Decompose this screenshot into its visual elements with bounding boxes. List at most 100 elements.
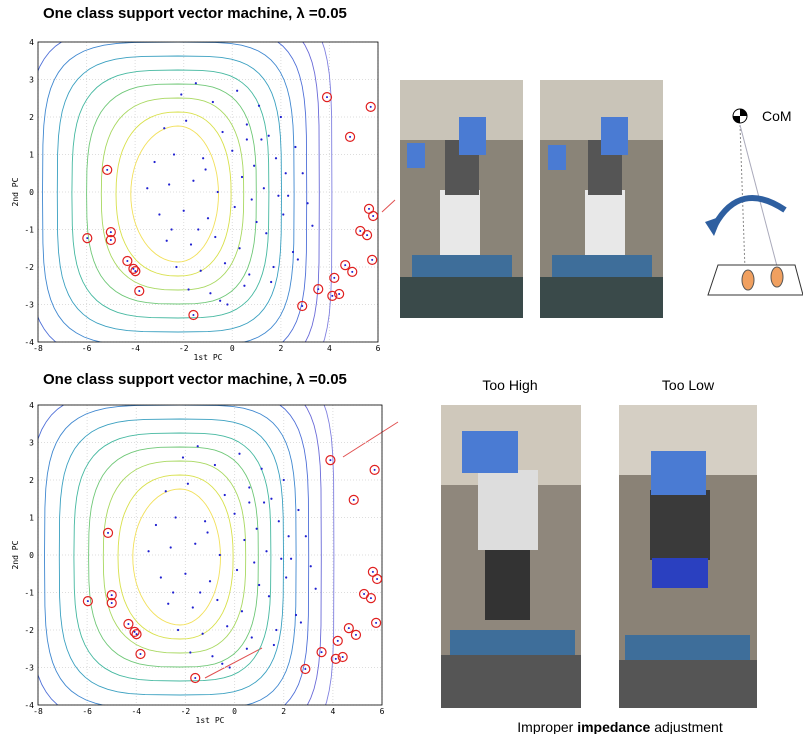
x-axis-label: 1st PC — [194, 353, 223, 362]
contour — [133, 489, 221, 625]
outlier — [363, 231, 372, 240]
outlier-dot — [363, 593, 365, 595]
point — [275, 629, 277, 631]
outlier — [333, 636, 342, 645]
point — [285, 576, 287, 578]
x-tick-label: 2 — [278, 344, 283, 353]
outlier — [349, 495, 358, 504]
point — [175, 516, 177, 518]
point — [190, 243, 192, 245]
y-tick-label: -1 — [24, 226, 34, 235]
outlier-dot — [134, 270, 136, 272]
x-tick-label: 2 — [281, 707, 286, 716]
outlier-dot — [111, 594, 113, 596]
point — [158, 213, 160, 215]
outlier — [323, 93, 332, 102]
outlier — [366, 102, 375, 111]
point — [180, 93, 182, 95]
point — [165, 490, 167, 492]
point — [177, 629, 179, 631]
point — [246, 123, 248, 125]
y-tick-label: -2 — [24, 626, 34, 635]
x-tick-label: -4 — [130, 344, 140, 353]
caption-part: adjustment — [650, 719, 722, 734]
point — [226, 303, 228, 305]
y-axis-label: 2nd PC — [11, 177, 20, 206]
arrow — [205, 648, 262, 678]
outlier-dot — [329, 459, 331, 461]
outlier — [351, 630, 360, 639]
outlier — [83, 234, 92, 243]
point — [202, 633, 204, 635]
point — [184, 573, 186, 575]
caption: Improper impedance adjustment — [517, 719, 723, 734]
outlier — [368, 255, 377, 264]
point — [288, 535, 290, 537]
y-tick-label: 2 — [29, 476, 34, 485]
point — [283, 479, 285, 481]
x-tick-label: 6 — [376, 344, 381, 353]
point — [294, 146, 296, 148]
chart: One class support vector machine, λ =0.0… — [0, 0, 381, 388]
outlier — [369, 212, 378, 221]
outlier — [344, 624, 353, 633]
point — [272, 266, 274, 268]
outlier — [129, 264, 138, 273]
point — [297, 258, 299, 260]
point — [277, 195, 279, 197]
point — [173, 153, 175, 155]
outlier-dot — [304, 668, 306, 670]
point — [251, 198, 253, 200]
point — [167, 603, 169, 605]
outlier — [372, 618, 381, 627]
point — [194, 543, 196, 545]
outlier-dot — [376, 578, 378, 580]
point — [300, 621, 302, 623]
point — [217, 191, 219, 193]
point — [246, 138, 248, 140]
outlier-dot — [370, 106, 372, 108]
outlier-dot — [326, 96, 328, 98]
point — [224, 494, 226, 496]
y-tick-label: -4 — [24, 701, 34, 710]
x-tick-label: -2 — [179, 344, 189, 353]
outlier-dot — [353, 499, 355, 501]
outlier — [135, 287, 144, 296]
outlier — [356, 227, 365, 236]
point — [146, 187, 148, 189]
outlier — [104, 528, 113, 537]
x-axis-label: 1st PC — [196, 716, 225, 725]
point — [278, 520, 280, 522]
x-tick-label: -8 — [33, 344, 43, 353]
y-tick-label: -4 — [24, 338, 34, 347]
point — [270, 498, 272, 500]
point — [297, 509, 299, 511]
point — [234, 206, 236, 208]
outlier-dot — [337, 640, 339, 642]
outlier — [317, 648, 326, 657]
outlier-dot — [359, 230, 361, 232]
point — [155, 524, 157, 526]
outlier-dot — [127, 623, 129, 625]
point — [290, 558, 292, 560]
point — [224, 262, 226, 264]
point — [270, 281, 272, 283]
outlier-dot — [138, 290, 140, 292]
x-tick-label: 0 — [232, 707, 237, 716]
point — [305, 535, 307, 537]
label: Too High — [482, 377, 537, 393]
point — [192, 606, 194, 608]
y-tick-label: 0 — [29, 551, 34, 560]
point — [282, 213, 284, 215]
arrow — [343, 422, 398, 457]
point — [219, 300, 221, 302]
contour — [57, 56, 281, 332]
point — [260, 138, 262, 140]
y-axis-label: 2nd PC — [11, 540, 20, 569]
com-label: CoM — [762, 108, 792, 124]
outlier-dot — [139, 653, 141, 655]
point — [306, 202, 308, 204]
x-tick-label: -2 — [181, 707, 191, 716]
point — [209, 580, 211, 582]
outlier-dot — [333, 277, 335, 279]
